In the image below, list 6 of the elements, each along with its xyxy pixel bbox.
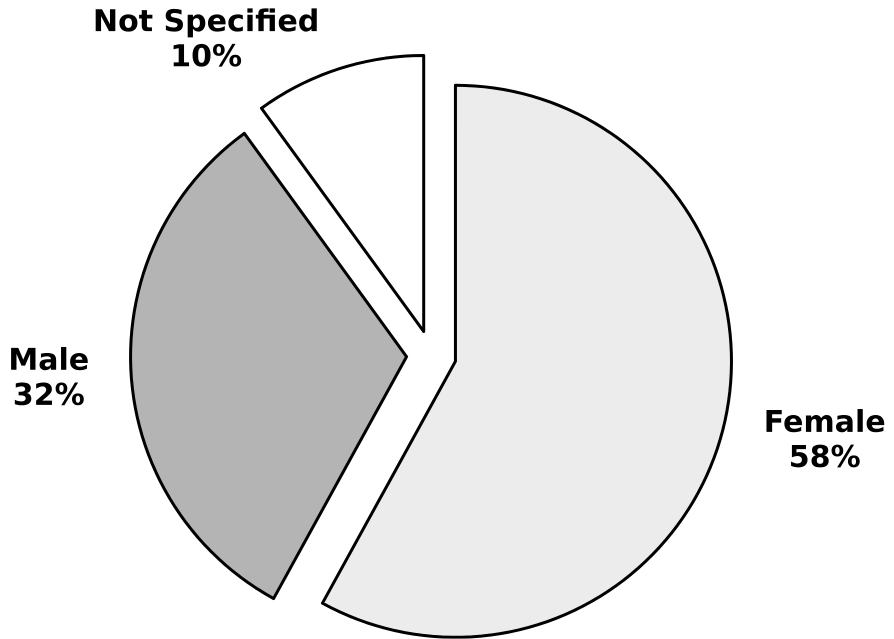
slice-label: Male <box>11 347 88 370</box>
slice-label: Female <box>766 409 884 432</box>
data-label: 10% <box>174 44 242 67</box>
data-label: 58% <box>791 444 860 468</box>
data-label: 32% <box>14 382 84 406</box>
slice-label: Not Specified <box>96 8 317 38</box>
